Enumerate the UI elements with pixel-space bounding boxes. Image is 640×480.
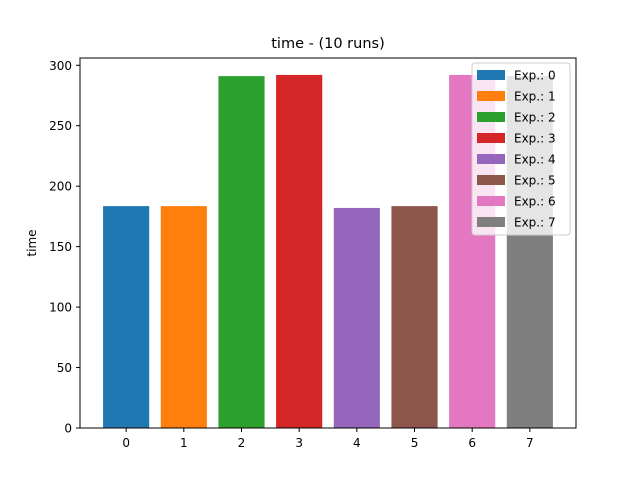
plot-frame (79, 57, 577, 429)
bar-3 (276, 74, 323, 429)
legend-swatch (477, 133, 505, 143)
y-axis-label: time (25, 229, 39, 256)
x-tick-label: 1 (180, 436, 188, 450)
legend-frame (471, 62, 571, 236)
x-tick-label: 0 (122, 436, 130, 450)
legend-label: Exp.: 1 (514, 90, 556, 104)
bar-4 (333, 207, 380, 428)
bar-2 (218, 76, 265, 428)
legend-swatch (477, 91, 505, 101)
bar-1 (160, 206, 207, 428)
legend-label: Exp.: 0 (514, 69, 556, 83)
legend-label: Exp.: 7 (514, 216, 556, 230)
bar-0 (103, 206, 150, 428)
y-tick-label: 250 (49, 119, 72, 133)
x-tick-label: 7 (526, 436, 534, 450)
legend-swatch (477, 154, 505, 164)
legend-swatch (477, 217, 505, 227)
legend: Exp.: 0 Exp.: 1 Exp.: 2 Exp.: 3 Exp.: 4 Exp.:… (471, 62, 571, 236)
legend-label: Exp.: 3 (514, 132, 556, 146)
x-tick-label: 3 (295, 436, 303, 450)
legend-swatch (477, 112, 505, 122)
legend-label: Exp.: 6 (514, 195, 556, 209)
y-tick-label: 100 (49, 301, 72, 315)
y-axis-ticks: 0 50 100 150 200 250 300 (49, 59, 80, 436)
y-tick-label: 200 (49, 180, 72, 194)
y-tick-label: 0 (64, 422, 72, 436)
legend-swatch (477, 70, 505, 80)
y-tick-label: 150 (49, 240, 72, 254)
bar-5 (391, 206, 438, 428)
chart-title: time - (10 runs) (271, 36, 384, 52)
legend-label: Exp.: 5 (514, 174, 556, 188)
y-tick-label: 50 (57, 361, 72, 375)
legend-label: Exp.: 4 (514, 153, 556, 167)
x-axis-ticks: 0 1 2 3 4 5 6 7 (122, 428, 534, 450)
x-tick-label: 2 (238, 436, 246, 450)
x-tick-label: 4 (353, 436, 361, 450)
x-tick-label: 6 (468, 436, 476, 450)
legend-label: Exp.: 2 (514, 111, 556, 125)
bars-group (103, 74, 553, 429)
legend-swatch (477, 175, 505, 185)
x-tick-label: 5 (411, 436, 419, 450)
legend-swatch (477, 196, 505, 206)
y-tick-label: 300 (49, 59, 72, 73)
